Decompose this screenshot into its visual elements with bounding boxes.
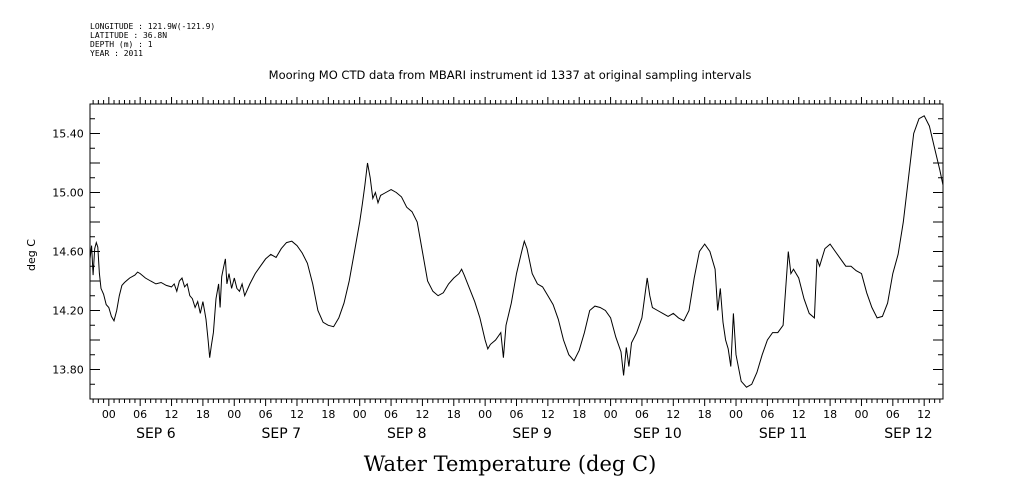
x-tick-label: 18 bbox=[447, 408, 461, 421]
x-tick-label: 12 bbox=[541, 408, 555, 421]
x-tick-label: 00 bbox=[227, 408, 241, 421]
y-tick-label: 14.20 bbox=[52, 305, 84, 318]
x-tick-label: 06 bbox=[635, 408, 649, 421]
x-tick-label: 06 bbox=[886, 408, 900, 421]
x-tick-label: 00 bbox=[102, 408, 116, 421]
x-tick-label: 12 bbox=[290, 408, 304, 421]
y-tick-label: 13.80 bbox=[52, 364, 84, 377]
water-temperature-line bbox=[89, 115, 944, 388]
y-tick-label: 14.60 bbox=[52, 246, 84, 259]
year-text: YEAR : 2011 bbox=[90, 49, 143, 58]
location-metadata: LONGITUDE : 121.9W(-121.9) LATITUDE : 36… bbox=[90, 22, 215, 58]
x-tick-label: 06 bbox=[133, 408, 147, 421]
axis-ticks bbox=[90, 97, 943, 406]
x-tick-label: 06 bbox=[259, 408, 273, 421]
chart-bottom-title: Water Temperature (deg C) bbox=[363, 452, 657, 476]
plot-frame bbox=[89, 103, 944, 400]
chart-title: Mooring MO CTD data from MBARI instrumen… bbox=[268, 68, 752, 82]
x-day-label: SEP 11 bbox=[759, 426, 807, 442]
longitude-text: LONGITUDE : 121.9W(-121.9) bbox=[90, 22, 216, 31]
x-tick-label: 18 bbox=[196, 408, 210, 421]
x-tick-label: 00 bbox=[604, 408, 618, 421]
x-tick-label: 00 bbox=[729, 408, 743, 421]
x-tick-label: 12 bbox=[666, 408, 680, 421]
x-tick-label: 18 bbox=[572, 408, 586, 421]
x-tick-label: 12 bbox=[415, 408, 429, 421]
x-day-label: SEP 7 bbox=[262, 426, 302, 442]
axis-labels: 00 06 12 18 00 06 12 18 00 06 12 18 00 06 12 18 00 06 12 18… bbox=[52, 128, 932, 443]
depth-text: DEPTH (m) : 1 bbox=[90, 40, 153, 49]
x-day-label: SEP 10 bbox=[633, 426, 681, 442]
x-tick-label: 06 bbox=[760, 408, 774, 421]
y-axis-label: deg C bbox=[25, 239, 38, 271]
x-tick-label: 12 bbox=[792, 408, 806, 421]
x-tick-label: 00 bbox=[854, 408, 868, 421]
latitude-text: LATITUDE : 36.8N bbox=[90, 31, 168, 40]
x-tick-label: 18 bbox=[698, 408, 712, 421]
x-day-label: SEP 8 bbox=[387, 426, 427, 442]
x-tick-label: 06 bbox=[510, 408, 524, 421]
x-day-label: SEP 6 bbox=[136, 426, 176, 442]
x-tick-label: 12 bbox=[917, 408, 931, 421]
y-tick-label: 15.00 bbox=[52, 187, 84, 200]
x-tick-label: 18 bbox=[321, 408, 335, 421]
y-tick-label: 15.40 bbox=[52, 128, 84, 141]
x-day-label: SEP 9 bbox=[512, 426, 552, 442]
x-tick-label: 00 bbox=[353, 408, 367, 421]
x-tick-label: 12 bbox=[165, 408, 179, 421]
x-tick-label: 00 bbox=[478, 408, 492, 421]
x-day-label: SEP 12 bbox=[884, 426, 932, 442]
x-tick-label: 06 bbox=[384, 408, 398, 421]
x-tick-label: 18 bbox=[823, 408, 837, 421]
